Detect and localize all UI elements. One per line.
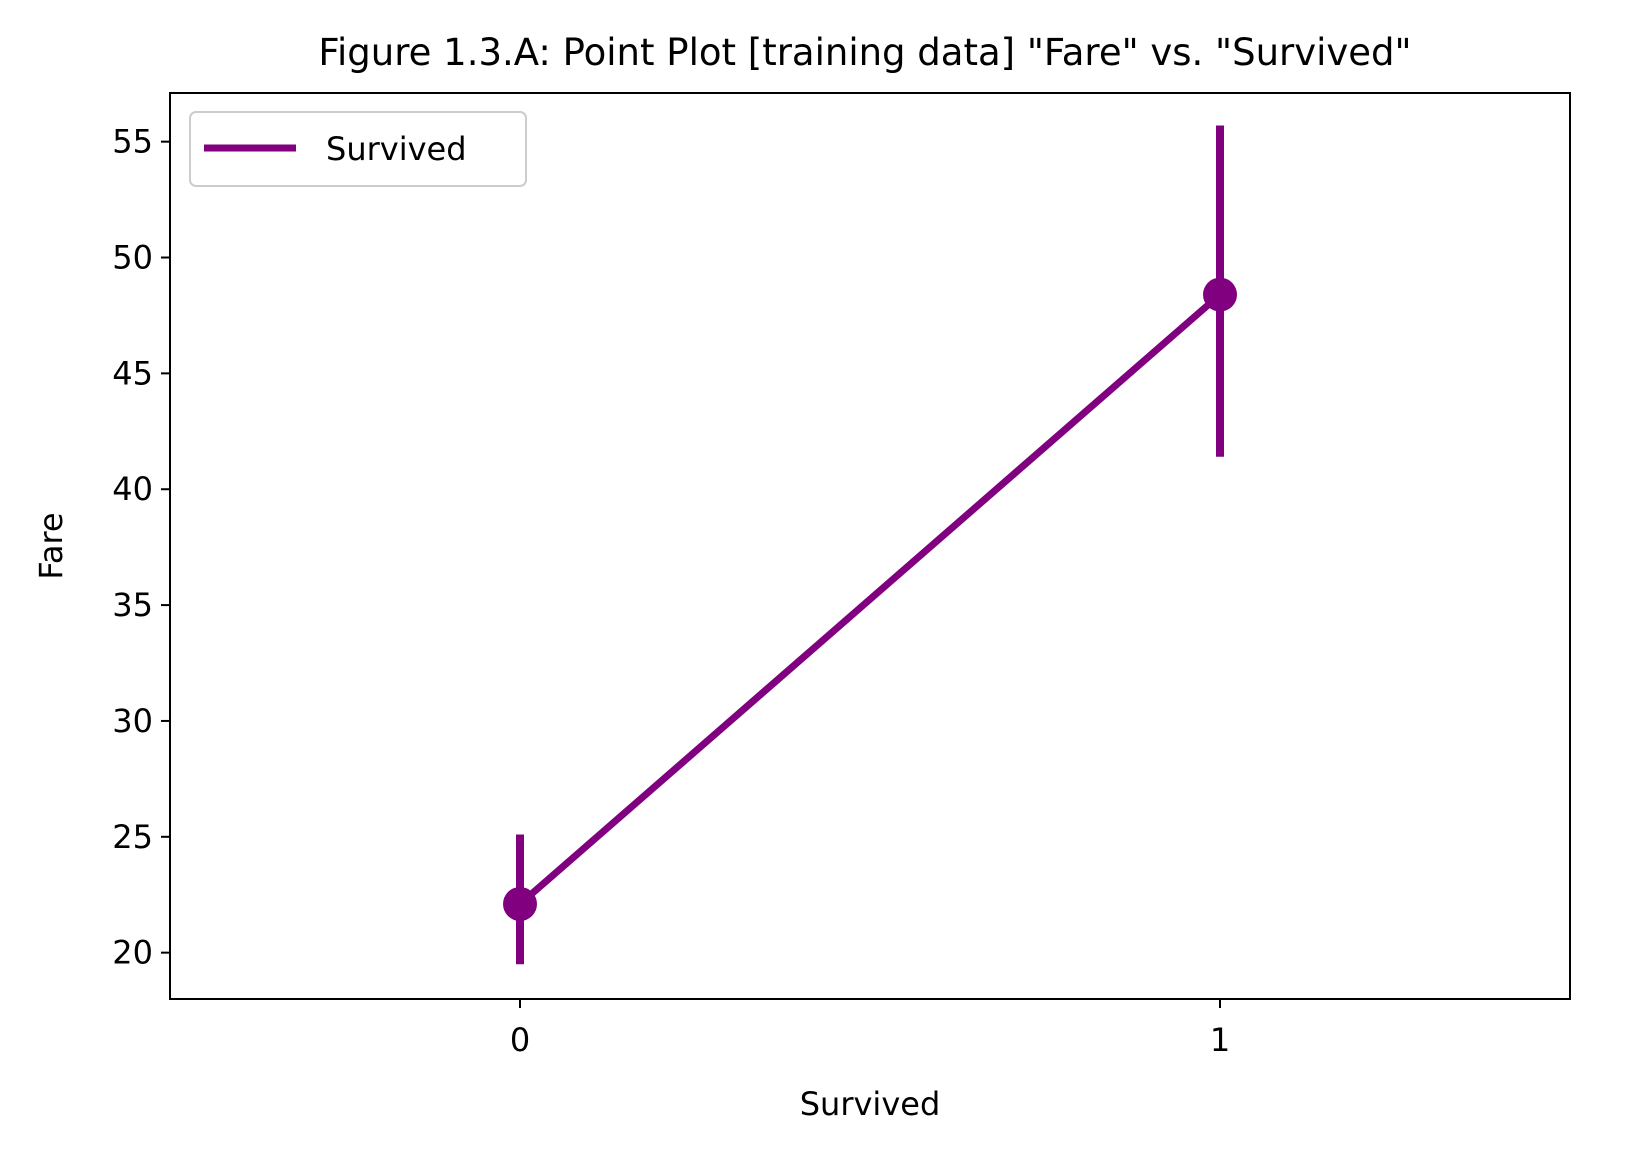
legend: Survived <box>189 111 527 187</box>
y-tick-label: 45 <box>112 354 153 392</box>
axes-frame <box>169 92 1571 1000</box>
y-axis-label: Fare <box>32 512 70 579</box>
series-line-survived <box>517 291 1223 907</box>
data-point-0 <box>503 886 537 921</box>
x-tick-label: 1 <box>1210 1021 1230 1059</box>
y-tick-label: 30 <box>112 702 153 740</box>
x-tick-label: 0 <box>510 1021 530 1059</box>
y-tick-label: 40 <box>112 470 153 508</box>
y-axis: 20 25 30 35 40 45 50 55 <box>112 123 170 972</box>
y-tick-label: 25 <box>112 818 153 856</box>
legend-label-survived: Survived <box>326 130 467 168</box>
data-point-1 <box>1203 277 1237 312</box>
legend-box <box>189 111 527 187</box>
y-tick-label: 35 <box>112 586 153 624</box>
y-tick-label: 50 <box>112 239 153 277</box>
y-tick-label: 55 <box>112 123 153 161</box>
plot-area <box>503 125 1237 965</box>
chart-title: Figure 1.3.A: Point Plot [training data]… <box>318 31 1411 74</box>
y-tick-label: 20 <box>112 934 153 972</box>
x-axis-label: Survived <box>800 1085 941 1123</box>
